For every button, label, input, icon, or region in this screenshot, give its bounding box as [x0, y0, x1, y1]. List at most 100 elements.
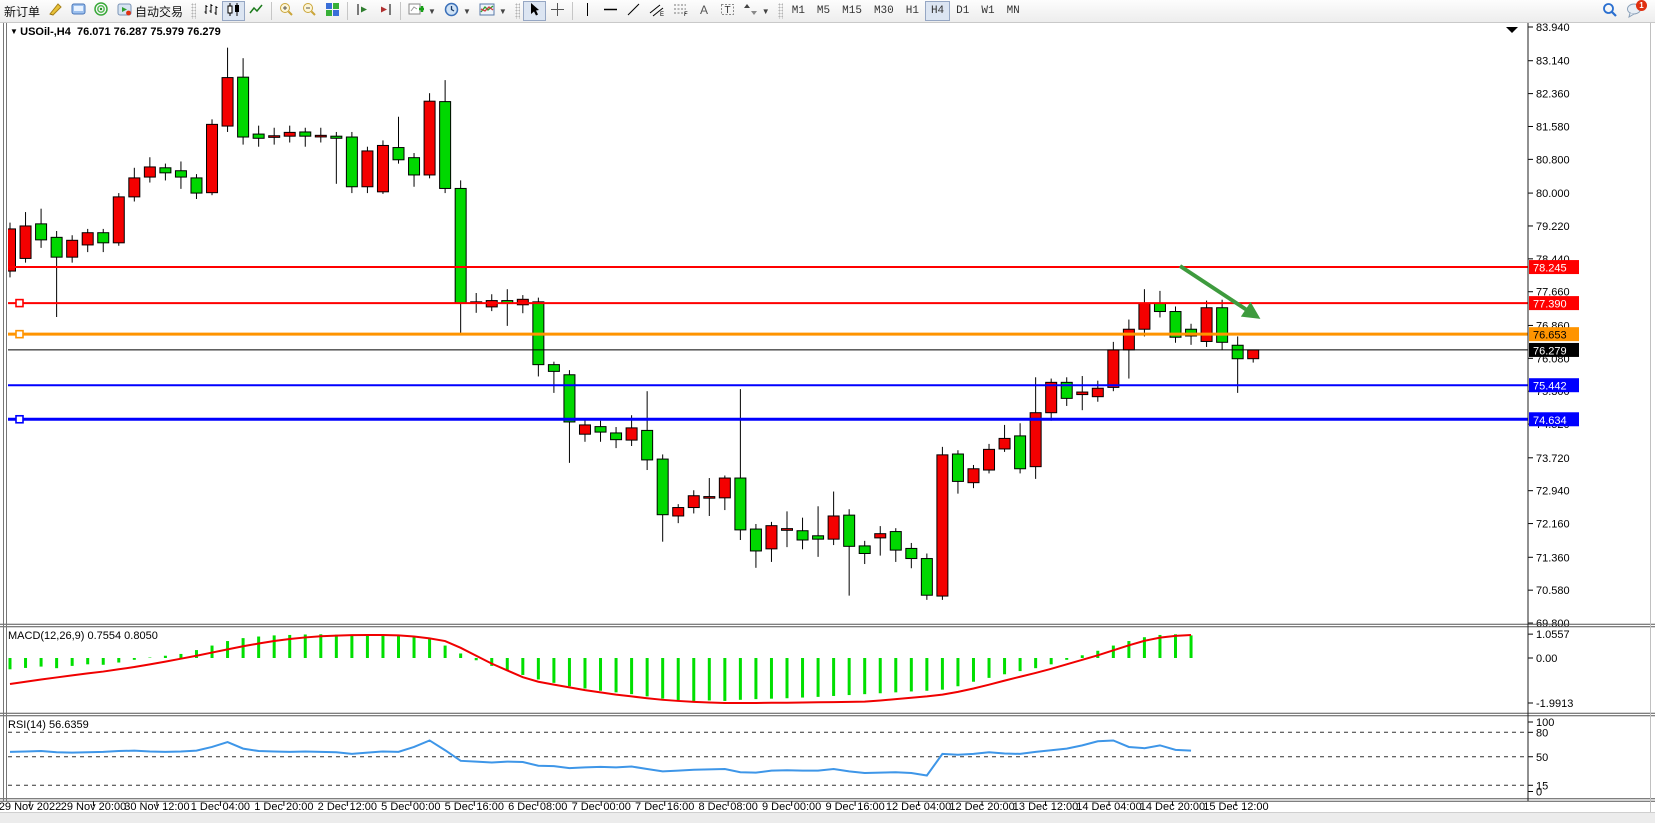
- price-badge-label: 76.653: [1533, 330, 1567, 342]
- price-tick: 71.360: [1536, 552, 1570, 564]
- auto-trading-button[interactable]: 自动交易: [113, 1, 187, 21]
- zoom-in-button[interactable]: [275, 1, 298, 21]
- time-tick: 9 Dec 00:00: [762, 801, 821, 813]
- auto-trading-icon: [117, 2, 132, 20]
- dropdown-caret: ▼: [428, 6, 436, 16]
- price-badge: [1529, 327, 1579, 342]
- svg-text:0.00: 0.00: [1536, 653, 1557, 665]
- dropdown-caret: ▼: [761, 6, 770, 16]
- fibonacci-button[interactable]: F: [669, 1, 693, 21]
- tf-MN[interactable]: MN: [1001, 1, 1026, 21]
- notification-badge: 1: [1636, 0, 1647, 11]
- text-label-icon: T: [720, 2, 735, 20]
- price-tick: 72.160: [1536, 519, 1570, 531]
- price-badge: [1529, 412, 1579, 427]
- zoom-out-icon: [302, 2, 317, 20]
- tile-windows-button[interactable]: [321, 1, 344, 21]
- price-tick: 79.220: [1536, 221, 1570, 233]
- tf-H4[interactable]: H4: [924, 1, 951, 21]
- new-order-button[interactable]: 新订单: [0, 1, 44, 21]
- notifications-button[interactable]: 1: [1622, 0, 1647, 21]
- tf-M1[interactable]: M1: [786, 1, 811, 21]
- add-indicator-button[interactable]: ▼: [404, 1, 440, 21]
- pencil-script-icon: [48, 2, 63, 20]
- vertical-line-button[interactable]: [576, 1, 599, 21]
- macd-indicator-label: MACD(12,26,9) 0.7554 0.8050: [8, 630, 158, 642]
- template-icon: [479, 2, 495, 20]
- status-strip: [0, 812, 1655, 823]
- text-button[interactable]: A: [693, 1, 716, 21]
- timeframe-group: M1 M5 M15 M30 H1 H4 D1 W1 MN: [786, 0, 1026, 22]
- search-button[interactable]: [1598, 1, 1622, 21]
- toolbar-drag-handle[interactable]: [191, 3, 197, 19]
- collapse-triangle-icon[interactable]: ▼: [10, 27, 21, 36]
- price-tick: 81.580: [1536, 121, 1570, 133]
- tf-M30[interactable]: M30: [868, 1, 900, 21]
- crosshair-icon: [550, 2, 565, 20]
- scripts-button[interactable]: [44, 1, 67, 21]
- auto-scroll-icon: [355, 2, 370, 20]
- periods-button[interactable]: ▼: [440, 1, 475, 21]
- tf-W1[interactable]: W1: [975, 1, 1000, 21]
- tf-M15[interactable]: M15: [836, 1, 868, 21]
- svg-text:F: F: [684, 12, 688, 17]
- price-tick: 83.140: [1536, 56, 1570, 68]
- candlestick-chart-button[interactable]: [222, 1, 246, 21]
- dropdown-caret: ▼: [462, 6, 471, 16]
- tf-M5[interactable]: M5: [811, 1, 836, 21]
- svg-text:A: A: [700, 3, 708, 17]
- time-tick: 29 Nov 20:00: [61, 801, 126, 813]
- terminal-button[interactable]: [67, 1, 90, 21]
- tf-H1[interactable]: H1: [900, 1, 925, 21]
- templates-button[interactable]: ▼: [475, 1, 511, 21]
- price-badge-label: 77.390: [1533, 299, 1567, 311]
- chart-shift-button[interactable]: [374, 1, 397, 21]
- toolbar-drag-handle[interactable]: [777, 3, 783, 19]
- time-tick: 29 Nov 2022: [0, 801, 61, 813]
- trendline-button[interactable]: [622, 1, 645, 21]
- time-tick: 9 Dec 16:00: [825, 801, 884, 813]
- auto-scroll-button[interactable]: [351, 1, 374, 21]
- price-tick: 77.660: [1536, 287, 1570, 299]
- price-badge: [1529, 260, 1579, 275]
- time-tick: 5 Dec 00:00: [381, 801, 440, 813]
- line-chart-icon: [249, 2, 264, 20]
- price-tick: 73.720: [1536, 453, 1570, 465]
- horizontal-line-button[interactable]: [599, 1, 622, 21]
- svg-text:T: T: [724, 5, 730, 16]
- tf-D1[interactable]: D1: [950, 1, 975, 21]
- svg-text:80: 80: [1536, 727, 1548, 739]
- text-label-button[interactable]: T: [716, 1, 739, 21]
- toolbar-drag-handle[interactable]: [514, 3, 520, 19]
- time-tick: 7 Dec 16:00: [635, 801, 694, 813]
- hline-handle: [15, 298, 24, 308]
- cursor-arrow-icon: [527, 2, 542, 20]
- price-tick: 82.360: [1536, 89, 1570, 101]
- svg-text:E: E: [660, 12, 664, 17]
- line-chart-button[interactable]: [245, 1, 268, 21]
- time-tick: 1 Dec 04:00: [191, 801, 250, 813]
- time-tick: 1 Dec 20:00: [254, 801, 313, 813]
- zoom-out-button[interactable]: [298, 1, 321, 21]
- price-tick: 70.580: [1536, 585, 1570, 597]
- price-badge-label: 75.442: [1533, 381, 1567, 393]
- channel-button[interactable]: E: [645, 1, 669, 21]
- time-tick: 7 Dec 00:00: [572, 801, 631, 813]
- terminal-icon: [71, 2, 86, 20]
- price-badge-label: 74.634: [1533, 415, 1567, 427]
- arrows-objects-button[interactable]: ▼: [739, 1, 774, 21]
- hline-handle: [15, 414, 24, 424]
- cursor-button[interactable]: [522, 1, 546, 21]
- time-tick: 5 Dec 16:00: [445, 801, 504, 813]
- bar-chart-button[interactable]: [199, 1, 222, 21]
- price-badge-label: 78.245: [1533, 263, 1567, 275]
- crosshair-button[interactable]: [546, 1, 569, 21]
- macd-panel: 1.0557 0.00 -1.9913: [8, 629, 1573, 710]
- toolbar: 新订单 自动交易: [0, 0, 1655, 23]
- search-icon: [1602, 2, 1618, 21]
- time-tick: 14 Dec 20:00: [1140, 801, 1205, 813]
- price-tick: 80.000: [1536, 188, 1570, 200]
- signals-button[interactable]: [90, 1, 113, 21]
